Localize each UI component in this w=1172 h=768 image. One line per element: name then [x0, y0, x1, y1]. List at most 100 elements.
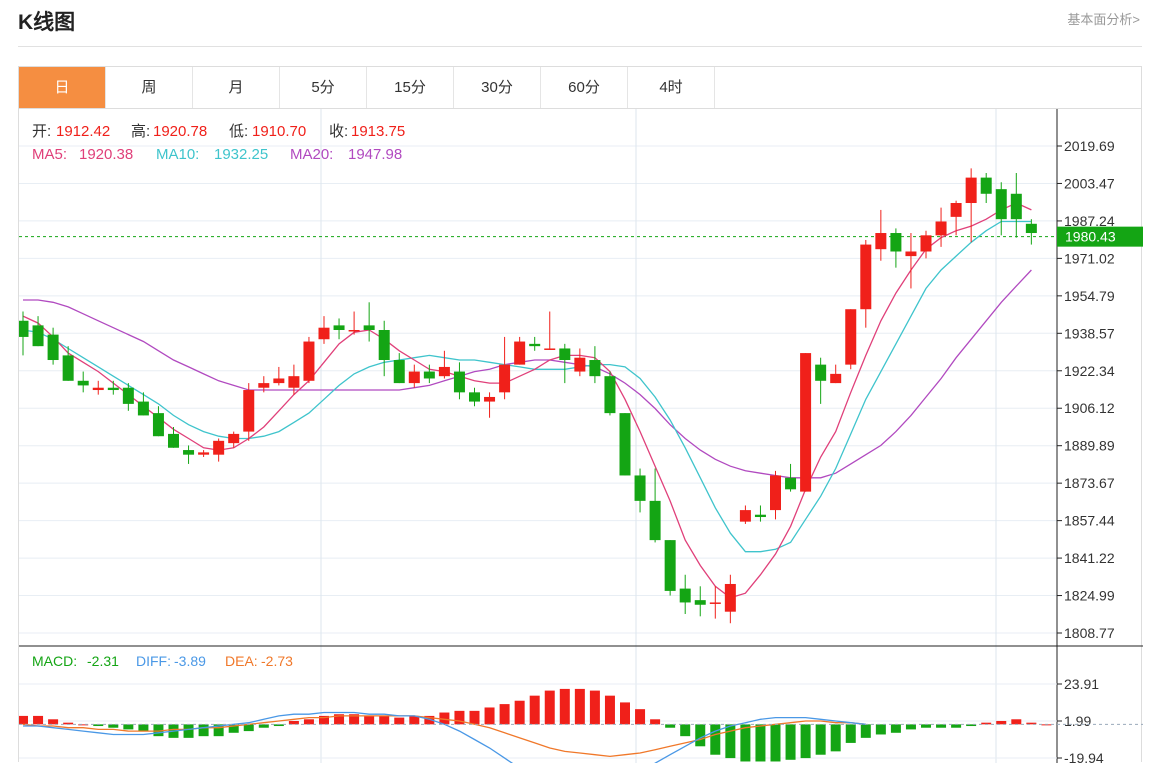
grid — [19, 109, 1143, 763]
candle-up — [258, 376, 270, 393]
macd-bar — [845, 724, 856, 743]
candle-body — [845, 309, 857, 365]
candle-body — [860, 244, 872, 310]
candle-down — [995, 182, 1007, 236]
candle-down — [754, 505, 766, 522]
fundamental-analysis-link[interactable]: 基本面分析> — [1067, 12, 1140, 27]
low-label: 低: — [229, 123, 248, 140]
candle-down — [785, 463, 797, 492]
macd-bar — [78, 724, 89, 726]
candle-body — [1010, 193, 1022, 220]
macd-bar — [875, 724, 886, 735]
candle-up — [213, 438, 225, 462]
tab-day[interactable]: 日 — [19, 67, 106, 109]
candle-body — [920, 235, 932, 252]
open-label: 开: — [32, 123, 51, 140]
candle-body — [408, 371, 420, 384]
macd-bar — [695, 724, 706, 747]
candle-body — [950, 203, 962, 217]
macd-bar — [33, 715, 44, 725]
candle-body — [393, 360, 405, 384]
chart-frame: 2019.69 2003.47 1987.24 1971.02 1954.79 1938.… — [17, 108, 1145, 768]
candle-down — [32, 316, 44, 347]
candle-body — [800, 353, 812, 492]
candle-body — [664, 540, 676, 591]
macd-bar — [665, 724, 676, 728]
ma20-line — [23, 269, 1032, 479]
candle-up — [905, 233, 917, 289]
candle-up — [228, 431, 240, 448]
price-tick-label: 1889.89 — [1064, 438, 1115, 454]
candle-body — [1025, 223, 1037, 234]
macd-bar — [860, 724, 871, 738]
candle-body — [92, 387, 104, 391]
macd-bar — [800, 724, 811, 759]
candle-body — [77, 380, 89, 386]
macd-bar — [454, 710, 465, 725]
macd-bar — [620, 702, 630, 725]
macd-bar — [635, 709, 646, 725]
macd-bar — [770, 724, 781, 762]
page-header: K线图 基本面分析> — [18, 0, 1142, 47]
candle-up — [875, 209, 887, 261]
candle-down — [17, 311, 29, 356]
candle-body — [198, 452, 210, 455]
candle-body — [168, 433, 179, 448]
tab-5min[interactable]: 5分 — [280, 67, 367, 109]
price-tick-label: 1873.67 — [1064, 475, 1115, 491]
tab-month[interactable]: 月 — [193, 67, 280, 109]
candle-up — [965, 168, 977, 243]
moving-averages — [22, 202, 1032, 599]
macd-bar — [1026, 722, 1037, 725]
candle-body — [980, 177, 992, 194]
candle-down — [168, 426, 179, 448]
candle-body — [995, 189, 1007, 220]
candle-body — [213, 440, 225, 455]
candle-up — [950, 200, 962, 236]
macd-bar — [303, 719, 314, 725]
candle-down — [363, 302, 375, 342]
candle-body — [183, 450, 195, 455]
candle-body — [559, 348, 571, 361]
candle-body — [679, 588, 691, 603]
current-price-badge — [1057, 226, 1145, 247]
high-value: 1920.78 — [153, 123, 207, 140]
tab-15min[interactable]: 15分 — [367, 67, 454, 109]
macd-bar — [18, 715, 28, 725]
macd-bar — [604, 695, 615, 725]
kline-chart[interactable]: 2019.69 2003.47 1987.24 1971.02 1954.79 1938.… — [17, 109, 1145, 768]
candle-body — [47, 334, 59, 361]
candle-up — [303, 336, 315, 384]
macd-bar — [740, 724, 751, 762]
candle-body — [815, 364, 827, 381]
candle-body — [62, 355, 74, 381]
candle-down — [77, 371, 89, 393]
diff-line — [23, 711, 866, 768]
tab-week[interactable]: 周 — [106, 67, 193, 109]
tab-60min[interactable]: 60分 — [541, 67, 628, 109]
ma10-value: 1932.25 — [214, 146, 268, 163]
macd-bar — [409, 715, 420, 725]
ma5-label: MA5: — [32, 146, 67, 163]
low-value: 1910.70 — [252, 123, 306, 140]
macd-bar — [815, 724, 826, 755]
macd-bar — [183, 724, 194, 738]
candle-up — [709, 586, 721, 619]
tab-30min[interactable]: 30分 — [454, 67, 541, 109]
macd-bar — [93, 724, 104, 727]
candle-down — [378, 320, 390, 377]
candle-body — [649, 500, 661, 541]
candle-down — [423, 364, 435, 384]
candle-body — [619, 413, 631, 476]
candle-body — [32, 325, 44, 347]
candle-down — [47, 327, 59, 365]
candle-down — [152, 406, 164, 437]
macd-bar — [650, 719, 661, 725]
candle-down — [122, 383, 134, 411]
candle-body — [137, 401, 149, 416]
tab-4hour[interactable]: 4时 — [628, 67, 715, 109]
macd-bar — [544, 690, 555, 725]
macd-bar — [349, 714, 360, 725]
candle-body — [438, 366, 450, 377]
candle-body — [830, 373, 842, 384]
